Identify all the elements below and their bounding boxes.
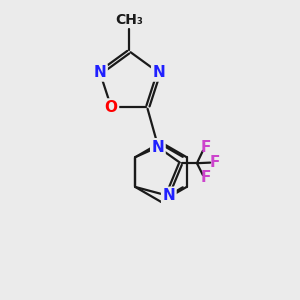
Text: O: O [105, 100, 118, 115]
Text: F: F [209, 155, 220, 170]
Text: N: N [152, 65, 165, 80]
Text: N: N [94, 65, 106, 80]
Text: N: N [152, 140, 164, 154]
Text: F: F [201, 140, 211, 155]
Text: CH₃: CH₃ [116, 13, 143, 27]
Text: F: F [201, 170, 211, 185]
Text: N: N [162, 188, 175, 203]
